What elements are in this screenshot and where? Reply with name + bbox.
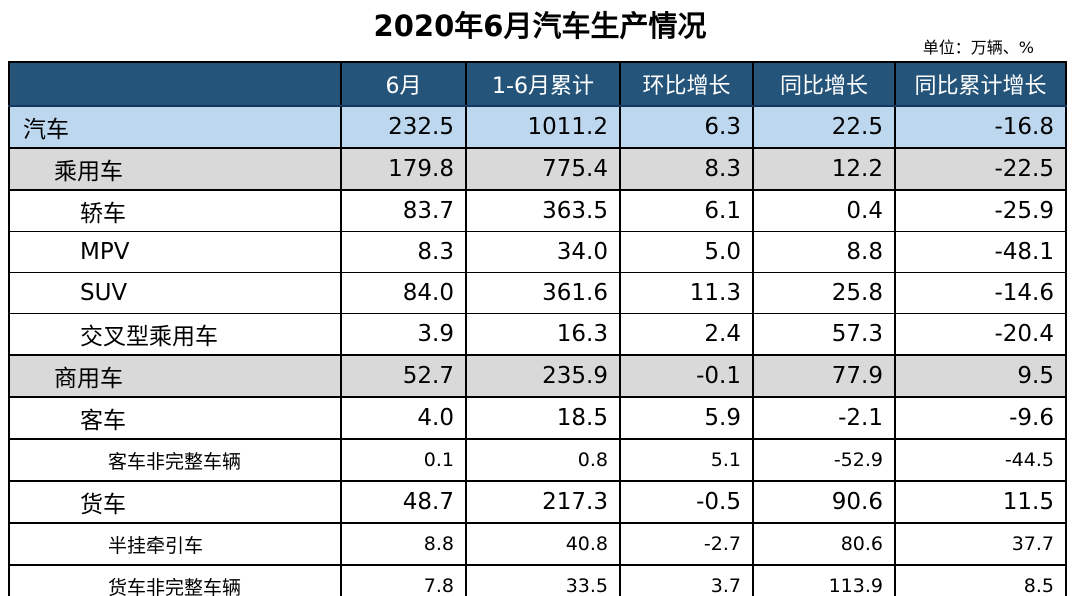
production-table: 6月 1-6月累计 环比增长 同比增长 同比累计增长 汽车 232.5 1011.2…	[8, 61, 1067, 596]
cell-value: -2.7	[619, 523, 753, 566]
table-row: 客车 4.0 18.5 5.9 -2.1 -9.6	[9, 397, 1066, 440]
cell-value: 16.3	[465, 313, 620, 356]
row-label: 交叉型乘用车	[9, 313, 341, 356]
table-row: 轿车 83.7 363.5 6.1 0.4 -25.9	[9, 190, 1066, 232]
cell-value: 33.5	[465, 565, 620, 596]
cell-value: 40.8	[465, 523, 620, 566]
cell-value: 77.9	[752, 355, 895, 398]
table-row: 货车 48.7 217.3 -0.5 90.6 11.5	[9, 481, 1066, 524]
cell-value: 25.8	[752, 272, 895, 314]
table-row: 货车非完整车辆 7.8 33.5 3.7 113.9 8.5	[9, 565, 1066, 596]
table-row: 商用车 52.7 235.9 -0.1 77.9 9.5	[9, 355, 1066, 398]
cell-value: 80.6	[752, 523, 895, 566]
cell-value: 34.0	[465, 231, 620, 273]
cell-value: -22.5	[894, 148, 1066, 191]
cell-value: 4.0	[340, 397, 466, 440]
row-label: 客车	[9, 397, 341, 440]
header-cell-mom-growth: 环比增长	[619, 62, 753, 107]
cell-value: -52.9	[752, 439, 895, 482]
cell-value: -25.9	[894, 190, 1066, 232]
cell-value: -14.6	[894, 272, 1066, 314]
cell-value: 90.6	[752, 481, 895, 524]
row-label: 轿车	[9, 190, 341, 232]
table-row: MPV 8.3 34.0 5.0 8.8 -48.1	[9, 231, 1066, 273]
header-cell-yoy-cumulative-growth: 同比累计增长	[894, 62, 1066, 107]
cell-value: 8.5	[894, 565, 1066, 596]
cell-value: 363.5	[465, 190, 620, 232]
cell-value: 57.3	[752, 313, 895, 356]
cell-value: 0.8	[465, 439, 620, 482]
cell-value: 361.6	[465, 272, 620, 314]
page-title: 2020年6月汽车生产情况	[373, 9, 707, 43]
cell-value: 3.7	[619, 565, 753, 596]
header-cell-cumulative: 1-6月累计	[465, 62, 620, 107]
unit-note: 单位：万辆、%	[922, 38, 1034, 57]
row-label: SUV	[9, 272, 341, 314]
row-label: 汽车	[9, 106, 341, 149]
cell-value: 84.0	[340, 272, 466, 314]
row-label: 货车	[9, 481, 341, 524]
cell-value: 6.3	[619, 106, 753, 149]
table-row: 客车非完整车辆 0.1 0.8 5.1 -52.9 -44.5	[9, 439, 1066, 482]
header-cell-june: 6月	[340, 62, 466, 107]
cell-value: -0.5	[619, 481, 753, 524]
cell-value: 11.5	[894, 481, 1066, 524]
row-label: 商用车	[9, 355, 341, 398]
cell-value: 5.1	[619, 439, 753, 482]
cell-value: 8.8	[340, 523, 466, 566]
cell-value: 18.5	[465, 397, 620, 440]
cell-value: 22.5	[752, 106, 895, 149]
cell-value: -44.5	[894, 439, 1066, 482]
table-row: 汽车 232.5 1011.2 6.3 22.5 -16.8	[9, 106, 1066, 149]
row-label: 乘用车	[9, 148, 341, 191]
cell-value: -48.1	[894, 231, 1066, 273]
header-cell-label	[9, 62, 341, 107]
row-label: 客车非完整车辆	[9, 439, 341, 482]
cell-value: 232.5	[340, 106, 466, 149]
table-body: 汽车 232.5 1011.2 6.3 22.5 -16.8 乘用车 179.8 775.4 8.…	[9, 106, 1066, 596]
row-label: 货车非完整车辆	[9, 565, 341, 596]
cell-value: 9.5	[894, 355, 1066, 398]
cell-value: 8.3	[340, 231, 466, 273]
cell-value: -0.1	[619, 355, 753, 398]
cell-value: 37.7	[894, 523, 1066, 566]
cell-value: -16.8	[894, 106, 1066, 149]
cell-value: 113.9	[752, 565, 895, 596]
cell-value: 8.3	[619, 148, 753, 191]
cell-value: 2.4	[619, 313, 753, 356]
row-label: 半挂牵引车	[9, 523, 341, 566]
row-label: MPV	[9, 231, 341, 273]
cell-value: 5.9	[619, 397, 753, 440]
cell-value: 217.3	[465, 481, 620, 524]
cell-value: 48.7	[340, 481, 466, 524]
cell-value: 1011.2	[465, 106, 620, 149]
cell-value: 11.3	[619, 272, 753, 314]
cell-value: -2.1	[752, 397, 895, 440]
cell-value: 179.8	[340, 148, 466, 191]
cell-value: 6.1	[619, 190, 753, 232]
table-header: 6月 1-6月累计 环比增长 同比增长 同比累计增长	[9, 62, 1066, 107]
cell-value: 52.7	[340, 355, 466, 398]
cell-value: 12.2	[752, 148, 895, 191]
cell-value: 3.9	[340, 313, 466, 356]
cell-value: 83.7	[340, 190, 466, 232]
cell-value: 0.4	[752, 190, 895, 232]
cell-value: 8.8	[752, 231, 895, 273]
cell-value: 7.8	[340, 565, 466, 596]
cell-value: 235.9	[465, 355, 620, 398]
cell-value: 775.4	[465, 148, 620, 191]
cell-value: -9.6	[894, 397, 1066, 440]
cell-value: 5.0	[619, 231, 753, 273]
table-row: 乘用车 179.8 775.4 8.3 12.2 -22.5	[9, 148, 1066, 191]
table-row: 交叉型乘用车 3.9 16.3 2.4 57.3 -20.4	[9, 313, 1066, 356]
table-row: SUV 84.0 361.6 11.3 25.8 -14.6	[9, 272, 1066, 314]
table-row: 半挂牵引车 8.8 40.8 -2.7 80.6 37.7	[9, 523, 1066, 566]
cell-value: 0.1	[340, 439, 466, 482]
header-cell-yoy-growth: 同比增长	[752, 62, 895, 107]
header-row: 6月 1-6月累计 环比增长 同比增长 同比累计增长	[9, 62, 1066, 107]
cell-value: -20.4	[894, 313, 1066, 356]
